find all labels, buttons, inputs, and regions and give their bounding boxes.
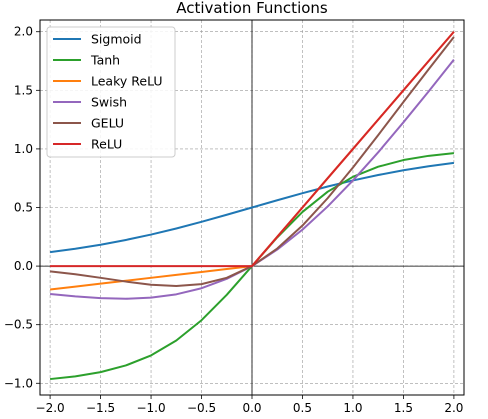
series-lines — [49, 31, 455, 381]
y-tick-label: 2.0 — [14, 25, 33, 39]
x-tick-label: 0.0 — [242, 401, 261, 415]
x-tick-label: 0.5 — [293, 401, 312, 415]
y-tick-label: −0.5 — [4, 318, 33, 332]
legend-label-gelu: GELU — [91, 116, 124, 131]
y-tick-label: 1.0 — [14, 142, 33, 156]
legend-label-leaky-relu: Leaky ReLU — [91, 74, 163, 89]
x-tick-label: −0.5 — [187, 401, 216, 415]
legend: Sigmoid Tanh Leaky ReLU Swish GELU ReLU — [46, 26, 176, 158]
axis-ticks: −2.0 −1.5 −1.0 −0.5 0.0 0.5 1.0 1.5 2.0 −1.0 −0.5 0… — [4, 25, 464, 415]
chart-title: Activation Functions — [176, 0, 328, 17]
legend-label-sigmoid: Sigmoid — [91, 32, 142, 47]
x-tick-label: 1.5 — [394, 401, 413, 415]
x-tick-label: −1.0 — [136, 401, 165, 415]
x-tick-label: −1.5 — [86, 401, 115, 415]
legend-label-tanh: Tanh — [90, 53, 120, 68]
y-tick-label: 0.0 — [14, 259, 33, 273]
legend-label-swish: Swish — [91, 95, 127, 110]
y-tick-label: 1.5 — [14, 83, 33, 97]
x-tick-label: 1.0 — [343, 401, 362, 415]
x-tick-label: 2.0 — [444, 401, 463, 415]
legend-label-relu: ReLU — [91, 137, 122, 152]
y-tick-label: −1.0 — [4, 376, 33, 390]
y-tick-label: 0.5 — [14, 201, 33, 215]
series-line-relu — [50, 31, 455, 268]
x-tick-label: −2.0 — [36, 401, 65, 415]
series-line-sigmoid — [49, 161, 455, 254]
